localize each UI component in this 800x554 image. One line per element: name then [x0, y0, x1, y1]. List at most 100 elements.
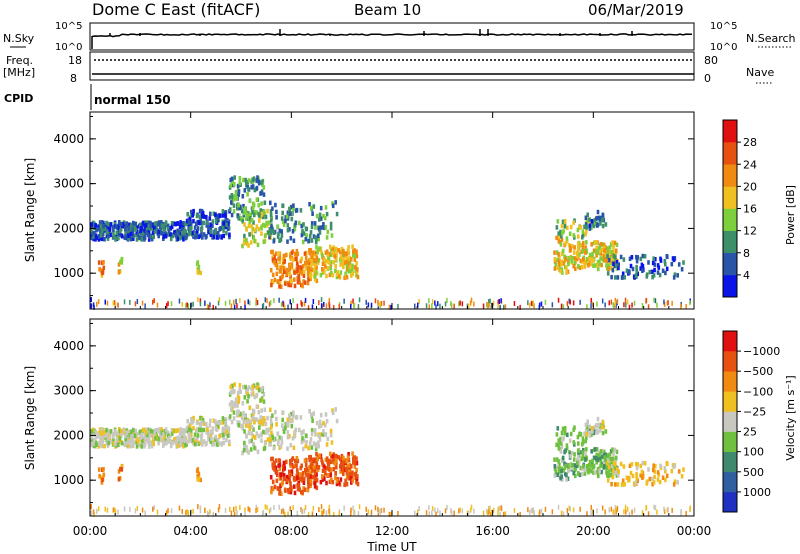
velocity-cell	[573, 452, 576, 457]
velocity-cell	[260, 387, 263, 392]
velocity-cell	[673, 479, 677, 484]
power-cell	[601, 213, 605, 218]
power-cell	[107, 233, 110, 239]
power-cell	[164, 233, 168, 239]
velocity-cell	[245, 419, 249, 424]
velocity-cell	[610, 457, 614, 462]
velocity-cell	[164, 440, 168, 446]
power-cell	[558, 262, 561, 267]
power-cell	[163, 227, 166, 233]
power-cell	[201, 235, 204, 240]
power-cell	[348, 255, 352, 261]
velocity-cell	[341, 467, 344, 473]
velocity-cell	[222, 428, 226, 433]
velocity-cell	[270, 422, 273, 428]
velocity-cell	[167, 436, 171, 441]
velocity-cell	[242, 448, 246, 453]
power-cell	[585, 257, 589, 262]
velocity-cell	[538, 509, 541, 515]
power-cell	[610, 299, 613, 305]
velocity-cell	[281, 417, 284, 423]
velocity-cell	[577, 452, 580, 457]
power-cell	[101, 270, 104, 276]
velocity-cell	[299, 465, 303, 471]
velocity-cell	[269, 407, 272, 413]
velocity-cell	[579, 432, 583, 437]
velocity-cell	[342, 455, 345, 461]
velocity-cell	[151, 433, 154, 438]
velocity-cell	[199, 508, 202, 514]
velocity-cell	[561, 477, 564, 482]
power-cell	[652, 273, 656, 278]
power-cell	[317, 258, 321, 263]
power-cell	[558, 255, 561, 261]
power-cell	[325, 211, 329, 217]
power-cell	[228, 234, 231, 240]
velocity-cell	[513, 508, 516, 513]
velocity-cell	[337, 455, 340, 460]
power-cell	[601, 247, 604, 252]
velocity-cell	[326, 459, 329, 464]
power-cell	[263, 233, 267, 239]
power-cell	[278, 280, 282, 286]
power-cell	[276, 234, 280, 239]
velocity-cell	[645, 504, 648, 510]
power-cell	[613, 303, 615, 309]
velocity-cell	[590, 432, 593, 437]
velocity-cell	[332, 466, 336, 472]
power-cell	[592, 263, 595, 268]
power-cell	[488, 302, 490, 308]
power-cell	[491, 302, 493, 308]
velocity-cell	[211, 442, 214, 447]
velocity-cell	[143, 441, 147, 446]
power-cell	[590, 254, 594, 259]
power-cell	[155, 221, 158, 226]
velocity-cell	[307, 480, 311, 485]
velocity-cell	[656, 470, 660, 475]
power-cell	[414, 303, 416, 309]
velocity-cell	[625, 509, 627, 515]
power-cell	[104, 299, 106, 305]
velocity-cell	[654, 505, 657, 511]
velocity-cell	[425, 510, 428, 516]
power-cell	[500, 298, 502, 304]
power-cell	[186, 212, 189, 217]
velocity-cell	[204, 508, 206, 513]
velocity-cell	[323, 476, 326, 482]
velocity-cell	[269, 420, 273, 425]
power-cell	[296, 279, 300, 285]
power-cell	[232, 209, 236, 214]
velocity-cell	[617, 472, 620, 478]
power-cell	[584, 231, 587, 237]
power-cell	[200, 227, 203, 233]
power-cell	[178, 224, 182, 230]
power-cell	[579, 299, 581, 305]
velocity-cell	[583, 471, 587, 476]
x-tick-label: 12:00	[375, 524, 410, 538]
power-cell	[576, 253, 579, 259]
velocity-cell	[278, 462, 282, 468]
velocity-cell	[614, 482, 617, 487]
power-cell	[450, 303, 453, 309]
power-cell	[342, 248, 345, 254]
velocity-cell	[193, 442, 197, 447]
power-cell	[428, 304, 430, 310]
power-cell	[288, 272, 291, 277]
power-cell	[323, 260, 327, 265]
power-cell	[570, 258, 573, 264]
velocity-cell	[200, 437, 203, 443]
velocity-cell	[92, 509, 95, 515]
velocity-cell	[323, 464, 326, 469]
velocity-cell	[610, 506, 613, 512]
velocity-cell	[149, 433, 152, 438]
power-cell	[245, 237, 248, 243]
power-cell	[573, 245, 576, 250]
power-cell	[266, 208, 269, 214]
velocity-cell	[252, 442, 256, 447]
velocity-cell	[613, 447, 617, 453]
power-cell	[112, 227, 115, 232]
power-cell	[334, 246, 338, 252]
power-cell	[255, 185, 259, 191]
power-cell	[337, 273, 341, 279]
